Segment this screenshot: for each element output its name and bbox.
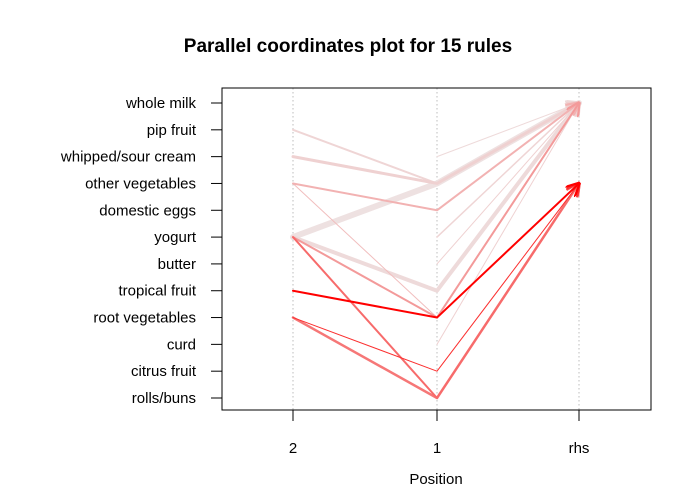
y-tick-label-pip-fruit: pip fruit — [147, 122, 197, 139]
x-tick-label-rhs: rhs — [569, 440, 590, 457]
y-tick-label-whole-milk: whole milk — [125, 95, 197, 112]
rule-line-15 — [292, 183, 579, 319]
y-tick-label-curd: curd — [167, 336, 196, 353]
rule-line-12 — [292, 183, 579, 372]
y-tick-label-yogurt: yogurt — [154, 229, 197, 246]
x-axis: 2 1 rhs — [289, 410, 590, 457]
y-tick-label-domestic-eggs: domestic eggs — [99, 202, 196, 219]
y-tick-label-whipped-sour-cream: whipped/sour cream — [60, 149, 196, 166]
rule-line-6 — [436, 103, 579, 265]
rule-line-2 — [291, 103, 579, 185]
x-tick-label-2: 2 — [289, 440, 297, 457]
y-tick-label-rolls-buns: rolls/buns — [132, 390, 196, 407]
rule-line-10 — [436, 103, 579, 345]
y-tick-label-other-vegetables: other vegetables — [85, 175, 196, 192]
rule-line-8 — [291, 103, 579, 293]
rule-line-14 — [292, 183, 579, 399]
rule-line-5 — [436, 103, 579, 158]
y-tick-label-citrus-fruit: citrus fruit — [131, 363, 197, 380]
rule-line-3 — [290, 100, 579, 241]
x-tick-label-1: 1 — [433, 440, 441, 457]
y-tick-label-root-vegetables: root vegetables — [93, 310, 196, 327]
rule-line-7 — [436, 103, 579, 238]
y-axis: rolls/buns citrus fruit curd root vegetable… — [60, 95, 222, 407]
grid-lines — [292, 88, 580, 410]
y-tick-label-tropical-fruit: tropical fruit — [118, 283, 196, 300]
rule-line-4 — [292, 103, 579, 212]
y-tick-label-butter: butter — [158, 256, 196, 273]
rule-lines — [290, 100, 579, 400]
x-axis-title: Position — [409, 471, 462, 488]
chart-title: Parallel coordinates plot for 15 rules — [184, 36, 512, 57]
